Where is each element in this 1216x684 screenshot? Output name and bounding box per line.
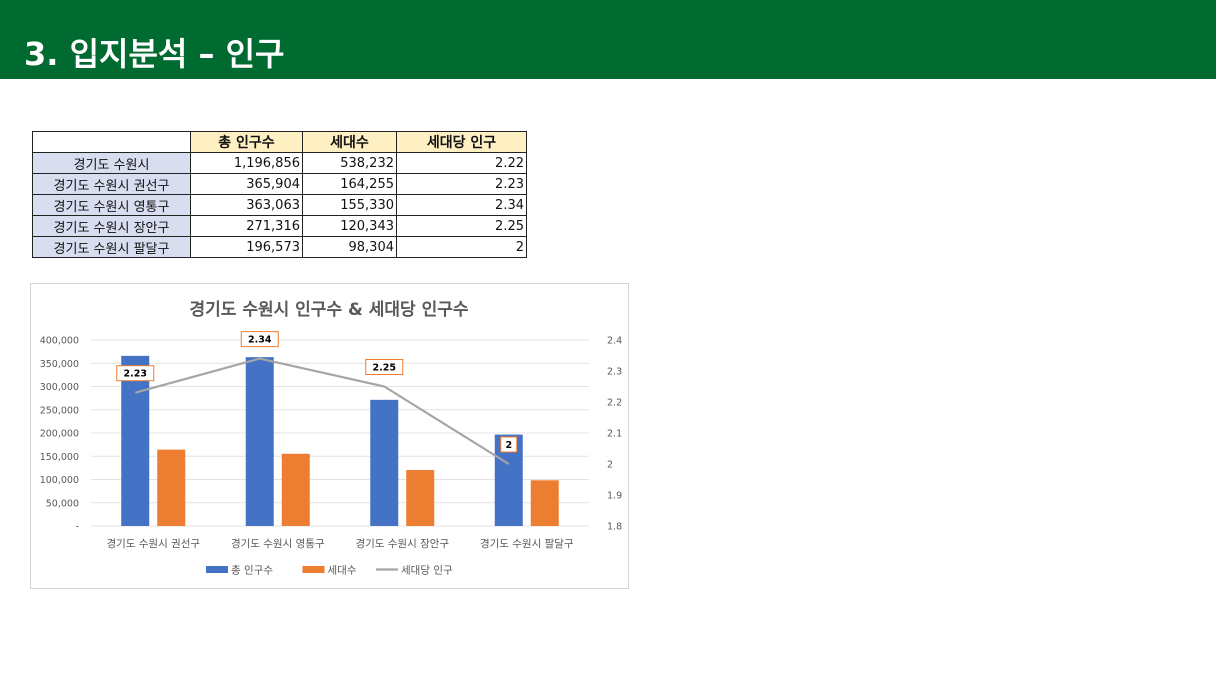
chart-title: 경기도 수원시 인구수 & 세대당 인구수 — [189, 300, 468, 320]
line-series — [134, 357, 510, 465]
population-chart: 경기도 수원시 인구수 & 세대당 인구수 - 50,000 100,000 150,… — [30, 283, 629, 589]
row-name: 경기도 수원시 영통구 — [32, 194, 191, 216]
y-tick-label: 400,000 — [40, 336, 79, 347]
y-tick-label: 200,000 — [40, 429, 79, 440]
table-row: 경기도 수원시 권선구 365,904 164,255 2.23 — [32, 173, 527, 195]
page-title: 3. 입지분석 – 인구 — [24, 35, 285, 73]
bars — [121, 355, 559, 526]
data-label: 2.34 — [248, 335, 272, 346]
chart-legend: 총 인구수 세대수 세대당 인구 — [206, 565, 453, 577]
y-tick-label: 150,000 — [40, 452, 79, 463]
population-table: 총 인구수 세대수 세대당 인구 경기도 수원시 1,196,856 538,2… — [32, 131, 527, 258]
data-label: 2.25 — [373, 363, 396, 374]
legend-label: 세대수 — [328, 565, 357, 577]
header-population: 총 인구수 — [190, 131, 303, 153]
y-tick-label: 350,000 — [40, 359, 79, 370]
per-household-cell: 2 — [396, 236, 527, 258]
population-cell: 271,316 — [190, 215, 303, 237]
x-tick-label: 경기도 수원시 장안구 — [355, 537, 449, 550]
y2-tick-label: 2.1 — [607, 429, 622, 440]
bar — [406, 470, 435, 526]
per-household-cell: 2.22 — [396, 152, 527, 174]
y-tick-label: 300,000 — [40, 382, 79, 393]
y2-tick-label: 1.8 — [607, 522, 622, 533]
bar — [530, 480, 559, 526]
table-row: 경기도 수원시 장안구 271,316 120,343 2.25 — [32, 215, 527, 237]
y2-tick-label: 2 — [607, 460, 613, 471]
header-households: 세대수 — [302, 131, 397, 153]
per-household-cell: 2.23 — [396, 173, 527, 195]
y-tick-label: 100,000 — [40, 475, 79, 486]
y2-tick-label: 2.2 — [607, 398, 622, 409]
header-per-household: 세대당 인구 — [396, 131, 527, 153]
households-cell: 120,343 — [302, 215, 397, 237]
population-cell: 365,904 — [190, 173, 303, 195]
data-label-box — [240, 331, 279, 348]
table-header-row: 총 인구수 세대수 세대당 인구 — [32, 131, 527, 153]
y2-tick-label: 2.4 — [607, 336, 622, 347]
x-tick-label: 경기도 수원시 팔달구 — [480, 537, 574, 550]
bar — [281, 453, 310, 526]
y-tick-label: - — [76, 522, 79, 533]
data-label-box — [365, 359, 404, 375]
per-household-cell: 2.34 — [396, 194, 527, 216]
data-labels: 2.23 2.34 2.25 2 — [116, 331, 518, 453]
bar — [370, 399, 399, 526]
table-corner-cell — [32, 131, 191, 153]
households-cell: 538,232 — [302, 152, 397, 174]
bar — [121, 355, 150, 526]
x-tick-label: 경기도 수원시 영통구 — [231, 537, 325, 550]
households-cell: 98,304 — [302, 236, 397, 258]
table-row: 경기도 수원시 팔달구 196,573 98,304 2 — [32, 236, 527, 258]
row-name: 경기도 수원시 권선구 — [32, 173, 191, 195]
row-name: 경기도 수원시 장안구 — [32, 215, 191, 237]
population-cell: 196,573 — [190, 236, 303, 258]
per-household-cell: 2.25 — [396, 215, 527, 237]
row-name: 경기도 수원시 팔달구 — [32, 236, 191, 258]
y2-tick-label: 2.3 — [607, 367, 622, 378]
legend-swatch — [206, 566, 228, 573]
y2-tick-label: 1.9 — [607, 491, 622, 502]
axis-labels: - 50,000 100,000 150,000 200,000 250,000 300,0… — [40, 336, 622, 551]
legend-swatch — [302, 566, 325, 573]
households-cell: 164,255 — [302, 173, 397, 195]
legend-label: 세대당 인구 — [401, 565, 453, 577]
data-label-box — [116, 365, 155, 382]
line-series-path — [134, 357, 510, 465]
y-tick-label: 250,000 — [40, 405, 79, 416]
households-cell: 155,330 — [302, 194, 397, 216]
x-tick-label: 경기도 수원시 권선구 — [106, 537, 200, 550]
data-label-box — [500, 436, 518, 453]
chart-svg: 경기도 수원시 인구수 & 세대당 인구수 - 50,000 100,000 150,… — [40, 300, 622, 577]
y-tick-label: 50,000 — [46, 498, 79, 509]
population-cell: 1,196,856 — [190, 152, 303, 174]
bar — [157, 449, 186, 526]
header-bar: 3. 입지분석 – 인구 — [0, 0, 1216, 79]
table-row: 경기도 수원시 1,196,856 538,232 2.22 — [32, 152, 527, 174]
table-row: 경기도 수원시 영통구 363,063 155,330 2.34 — [32, 194, 527, 216]
data-label: 2 — [505, 440, 512, 451]
population-cell: 363,063 — [190, 194, 303, 216]
data-label: 2.23 — [124, 369, 147, 380]
row-name: 경기도 수원시 — [32, 152, 191, 174]
bar — [245, 357, 274, 526]
legend-label: 총 인구수 — [231, 565, 273, 577]
